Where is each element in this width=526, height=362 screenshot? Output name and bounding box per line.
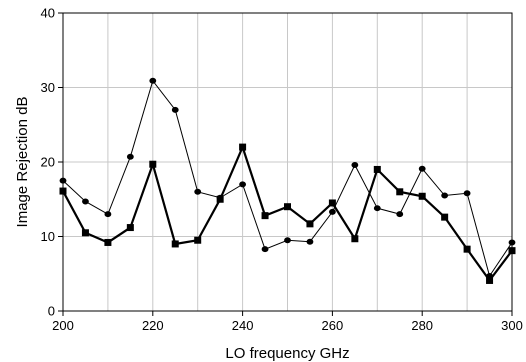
y-tick-label: 10 <box>41 229 55 244</box>
square-data-point <box>418 192 426 200</box>
y-axis-label: Image Rejection dB <box>14 97 31 228</box>
circle-data-point <box>194 188 202 195</box>
x-tick-label: 280 <box>411 318 433 333</box>
square-data-point <box>351 235 359 243</box>
square-data-point <box>171 240 179 248</box>
circle-data-point <box>104 211 112 218</box>
square-data-point <box>284 203 291 211</box>
circle-data-point <box>171 106 179 113</box>
square-data-point <box>328 199 336 207</box>
square-data-point <box>239 143 247 151</box>
circle-data-point <box>396 211 404 218</box>
square-data-point <box>441 213 449 221</box>
circle-data-point <box>463 190 471 197</box>
square-data-point <box>59 187 67 195</box>
square-data-point <box>306 220 314 228</box>
x-tick-label: 200 <box>52 318 74 333</box>
x-tick-label: 300 <box>501 318 523 333</box>
y-tick-label: 40 <box>41 6 55 21</box>
axis-ticks <box>58 12 513 316</box>
x-tick-label: 260 <box>322 318 344 333</box>
square-data-point <box>149 160 157 168</box>
y-tick-label: 30 <box>41 80 55 95</box>
square-data-point <box>194 236 202 244</box>
circle-data-point <box>508 239 516 246</box>
square-data-point <box>104 238 112 246</box>
circle-data-point <box>239 181 247 188</box>
circle-data-point <box>82 198 89 205</box>
circle-data-point <box>441 192 449 199</box>
square-data-point <box>261 212 269 220</box>
x-tick-label: 240 <box>232 318 254 333</box>
square-data-point <box>81 229 89 237</box>
circle-data-point <box>261 246 269 253</box>
circle-data-point <box>284 237 291 244</box>
square-data-point <box>463 245 471 253</box>
y-tick-label: 0 <box>48 304 55 319</box>
y-tick-label: 20 <box>41 155 55 170</box>
square-data-point <box>373 165 381 173</box>
circle-data-point <box>351 161 359 168</box>
gridlines <box>63 13 512 311</box>
circle-data-point <box>306 238 314 245</box>
data-series <box>59 77 516 284</box>
square-data-point <box>216 195 224 203</box>
square-data-point <box>126 224 134 232</box>
tick-labels: 200 220 240 260 280 300 0 10 20 30 40 <box>41 6 523 334</box>
square-data-point <box>396 188 404 196</box>
circle-data-point <box>59 177 67 184</box>
square-data-point <box>508 247 516 255</box>
square-data-point <box>486 276 494 284</box>
x-tick-label: 220 <box>142 318 164 333</box>
circle-data-point <box>126 153 134 160</box>
circle-data-point <box>329 208 336 215</box>
x-axis-label: LO frequency GHz <box>225 345 349 362</box>
circle-data-point <box>373 205 381 212</box>
circle-data-point <box>418 165 426 172</box>
circle-data-point <box>149 77 157 84</box>
